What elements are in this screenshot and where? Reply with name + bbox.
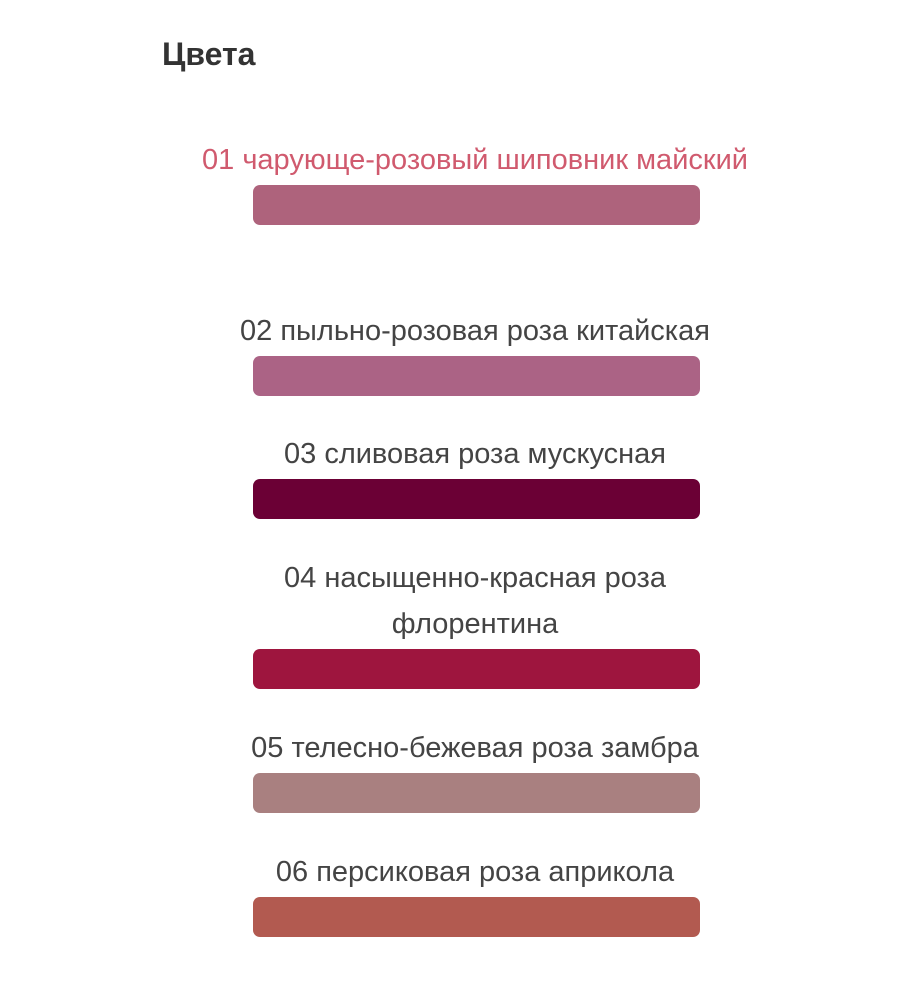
color-swatch[interactable] — [253, 649, 700, 689]
color-swatch[interactable] — [253, 897, 700, 937]
color-option-06[interactable]: 06 персиковая роза априкола — [150, 849, 800, 937]
color-option-04[interactable]: 04 насыщенно-красная роза флорентина — [150, 555, 800, 689]
color-option-05[interactable]: 05 телесно-бежевая роза замбра — [150, 725, 800, 813]
color-label: 05 телесно-бежевая роза замбра — [251, 732, 699, 764]
color-swatch[interactable] — [253, 356, 700, 396]
color-option-02[interactable]: 02 пыльно-розовая роза китайская — [150, 308, 800, 396]
color-label: 04 насыщенно-красная роза флорентина — [284, 562, 666, 640]
color-label: 02 пыльно-розовая роза китайская — [240, 315, 710, 347]
color-swatch[interactable] — [253, 185, 700, 225]
color-label: 01 чарующе-розовый шиповник майский — [202, 144, 748, 176]
color-label: 03 сливовая роза мускусная — [284, 438, 666, 470]
color-label: 06 персиковая роза априкола — [275, 856, 675, 888]
color-option-01[interactable]: 01 чарующе-розовый шиповник майский — [150, 137, 800, 225]
section-title: Цвета — [162, 36, 256, 72]
color-option-03[interactable]: 03 сливовая роза мускусная — [150, 431, 800, 519]
color-swatch[interactable] — [253, 773, 700, 813]
color-swatch[interactable] — [253, 479, 700, 519]
